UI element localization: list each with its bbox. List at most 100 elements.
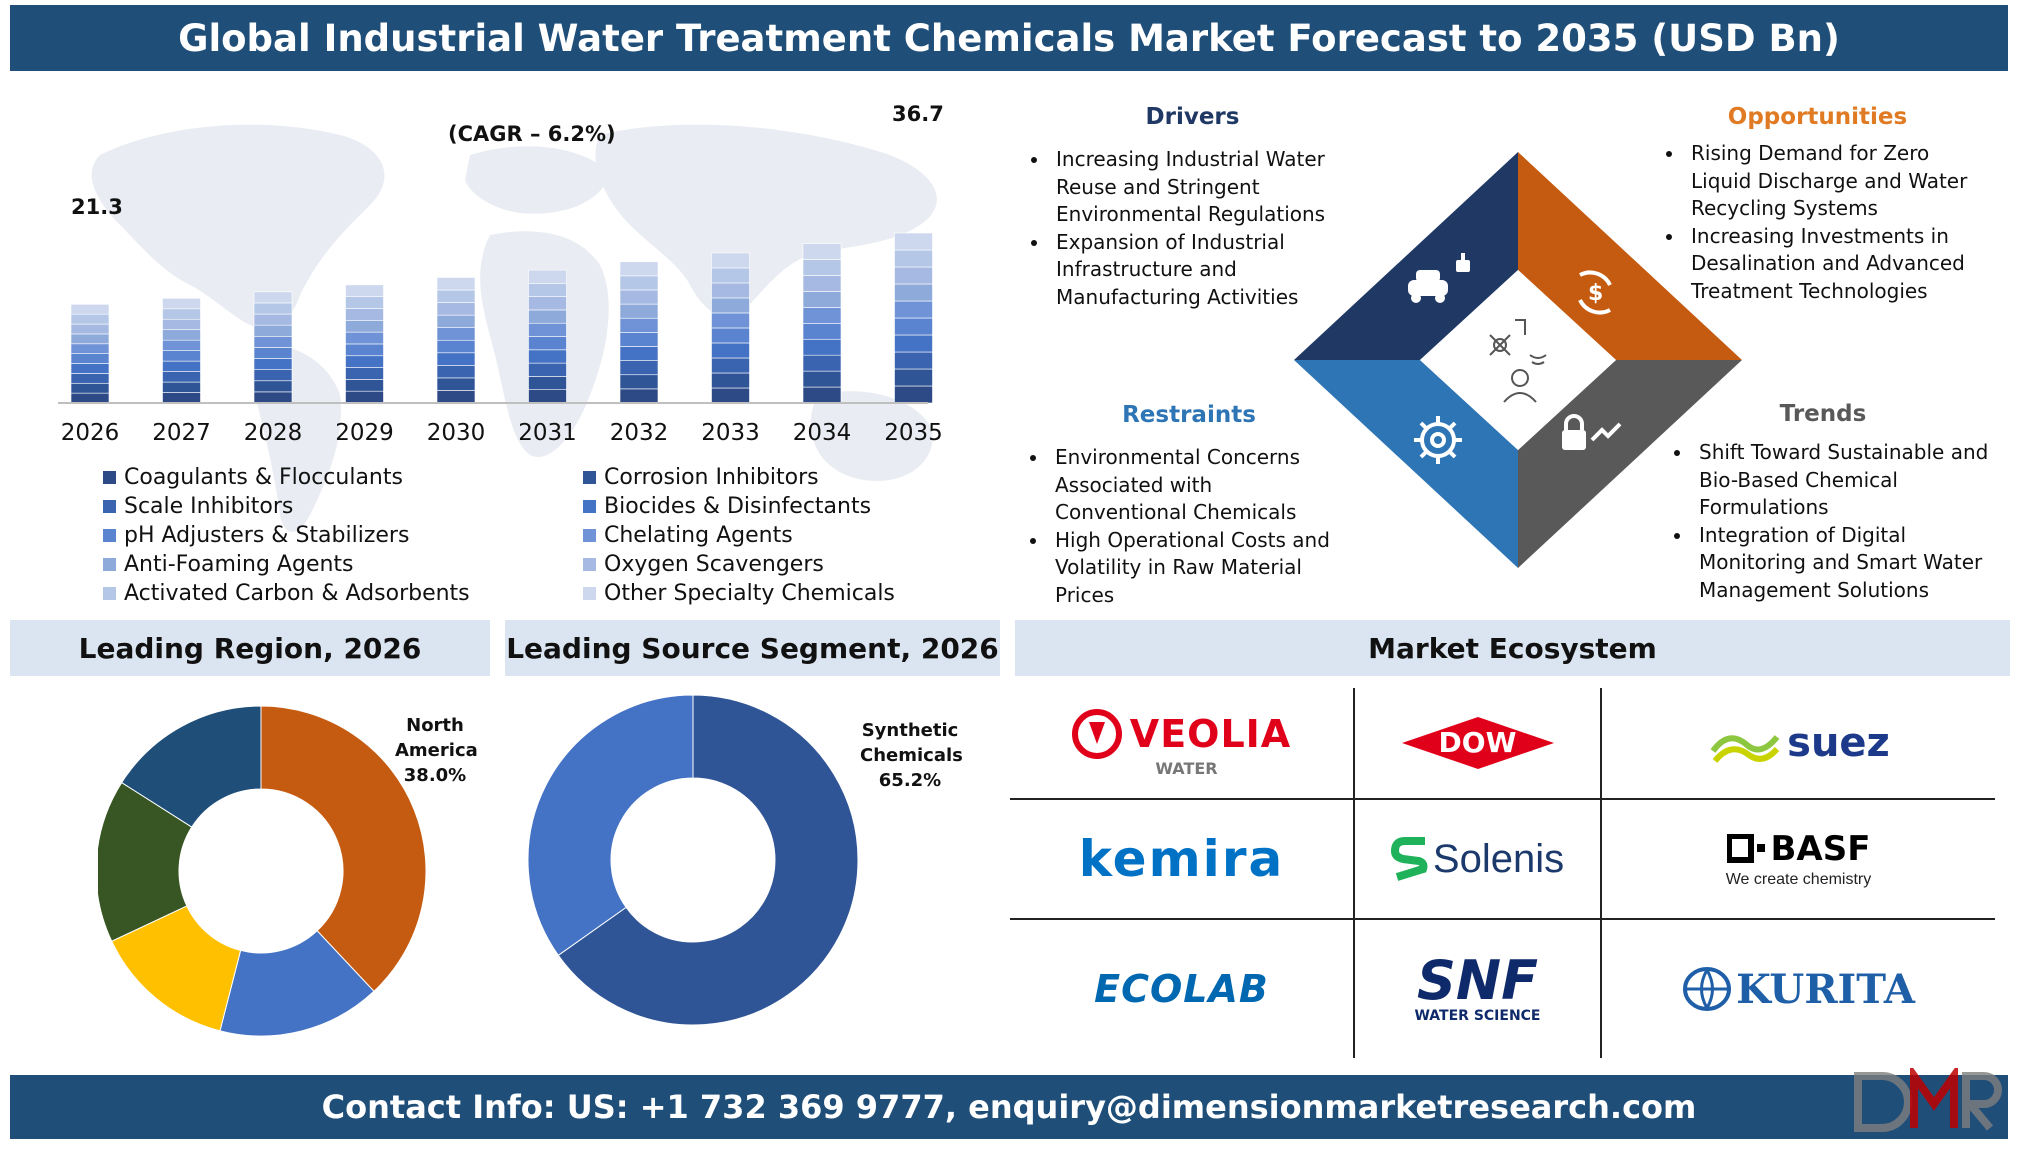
bar-segment xyxy=(162,381,201,393)
bar-segment xyxy=(253,291,293,304)
bar-segment xyxy=(436,314,476,328)
bar-segment xyxy=(528,309,567,324)
bar-segment xyxy=(711,372,750,389)
car-robot-icon xyxy=(1408,253,1470,303)
opportunities-title: Opportunities xyxy=(1727,104,1908,130)
bar-segment xyxy=(436,289,476,303)
x-tick-label: 2034 xyxy=(792,420,852,446)
legend-right-column: Corrosion Inhibitors Biocides & Disinfect… xyxy=(583,463,895,608)
x-tick-label: 2027 xyxy=(152,420,211,446)
ecolab-logo: ECOLAB xyxy=(1010,920,1353,1058)
x-tick-label: 2030 xyxy=(426,420,486,446)
page-title: Global Industrial Water Treatment Chemic… xyxy=(178,16,1840,60)
bar-segment xyxy=(345,390,384,404)
source-label-value: 65.2% xyxy=(878,770,942,791)
bar-segment xyxy=(802,386,842,404)
restraints-quadrant xyxy=(1294,360,1518,568)
dow-diamond-icon xyxy=(1401,717,1554,769)
section-title-ecosystem-text: Market Ecosystem xyxy=(1368,631,1657,665)
drivers-item: Expansion of Industrial Infrastructure a… xyxy=(1050,229,1330,312)
source-label: Synthetic Chemicals 65.2% xyxy=(860,718,963,793)
gear-network-icon xyxy=(1414,416,1462,464)
suez-logo: suez xyxy=(1602,688,1995,798)
bar-segment xyxy=(162,371,201,383)
bar-segment xyxy=(253,380,293,393)
bar-segment xyxy=(528,389,567,404)
bar-segment xyxy=(345,355,384,368)
bar-segment xyxy=(711,312,750,329)
snf-logo: SNF WATER SCIENCE xyxy=(1355,920,1600,1058)
bar-segment xyxy=(894,351,933,370)
veolia-mark-icon xyxy=(1071,708,1122,759)
bar-segment xyxy=(162,329,201,341)
bar-segment xyxy=(70,382,110,394)
bar-segment xyxy=(345,308,384,321)
x-tick-label: 2035 xyxy=(884,420,943,446)
kemira-logo: kemira xyxy=(1010,800,1353,918)
trends-block: Trends Shift Toward Sustainable and Bio-… xyxy=(1663,401,1993,604)
bar-segment xyxy=(436,365,476,379)
dow-logo: DOW xyxy=(1355,688,1600,798)
drivers-item: Increasing Industrial Water Reuse and St… xyxy=(1050,146,1330,229)
bar-segment xyxy=(345,284,384,297)
center-diamond xyxy=(1420,270,1616,450)
section-title-region-text: Leading Region, 2026 xyxy=(78,631,422,665)
bar-segment xyxy=(802,354,842,372)
legend-label: Oxygen Scavengers xyxy=(604,552,824,577)
bar-segment xyxy=(253,313,293,326)
restraints-item: Environmental Concerns Associated with C… xyxy=(1049,444,1349,527)
trends-title: Trends xyxy=(1779,401,1867,427)
legend-item: Oxygen Scavengers xyxy=(583,550,895,579)
legend-label: Coagulants & Flocculants xyxy=(124,465,403,490)
bar-segment xyxy=(436,277,476,291)
bar-segment xyxy=(802,243,842,260)
bar-segment xyxy=(528,296,567,311)
bar-segment xyxy=(162,298,201,310)
kurita-mark-icon xyxy=(1683,967,1732,1011)
bar-segment xyxy=(894,232,933,251)
drivers-title: Drivers xyxy=(1145,104,1240,130)
x-tick-label: 2032 xyxy=(609,420,669,446)
bar-segment xyxy=(894,317,933,336)
solenis-mark-icon xyxy=(1390,837,1428,881)
bar-segment xyxy=(70,353,110,364)
bar-segment xyxy=(619,332,659,347)
bar-segment xyxy=(345,296,384,309)
basf-name: BASF xyxy=(1770,829,1871,869)
legend-label: Scale Inhibitors xyxy=(124,494,294,519)
veolia-name: VEOLIA xyxy=(1129,711,1292,756)
suez-mark-icon xyxy=(1710,735,1780,763)
svg-text:$: $ xyxy=(1588,281,1603,306)
legend-swatch xyxy=(583,500,596,513)
x-tick-label: 2029 xyxy=(335,420,394,446)
legend-item: Other Specialty Chemicals xyxy=(583,579,895,608)
bar-segment xyxy=(894,266,933,285)
section-title-ecosystem: Market Ecosystem xyxy=(1015,620,2010,676)
bar-segment xyxy=(70,333,110,345)
x-tick-label: 2031 xyxy=(518,420,577,446)
bar-segment xyxy=(711,387,750,404)
cagr-annotation: (CAGR – 6.2%) xyxy=(448,122,616,146)
legend-item: Coagulants & Flocculants xyxy=(103,463,470,492)
veolia-logo: VEOLIA WATER xyxy=(1010,688,1353,798)
bar-segment xyxy=(253,391,293,404)
x-tick-label: 2033 xyxy=(701,420,760,446)
legend-item: pH Adjusters & Stabilizers xyxy=(103,521,470,550)
drivers-block: Drivers Increasing Industrial Water Reus… xyxy=(1020,104,1330,311)
bar-segment xyxy=(436,339,476,354)
bar-segment xyxy=(894,334,933,353)
drivers-quadrant xyxy=(1294,152,1518,360)
restraints-title: Restraints xyxy=(1122,402,1256,428)
restraints-list: Environmental Concerns Associated with C… xyxy=(1019,444,1349,609)
opportunities-item: Increasing Investments in Desalination a… xyxy=(1685,223,1995,306)
trends-item: Shift Toward Sustainable and Bio-Based C… xyxy=(1693,439,1993,522)
x-axis-tick-labels: 2026 2027 2028 2029 2030 2031 2032 2033 2034 2035 xyxy=(40,420,960,450)
bar-segment xyxy=(894,249,933,268)
legend-item: Activated Carbon & Adsorbents xyxy=(103,579,470,608)
legend-label: Corrosion Inhibitors xyxy=(604,465,819,490)
market-dynamics-diamond: $ xyxy=(1294,152,1742,568)
solenis-logo: Solenis xyxy=(1355,800,1600,918)
legend-item: Anti-Foaming Agents xyxy=(103,550,470,579)
donut-slice xyxy=(528,695,694,956)
legend-label: Chelating Agents xyxy=(604,523,793,548)
